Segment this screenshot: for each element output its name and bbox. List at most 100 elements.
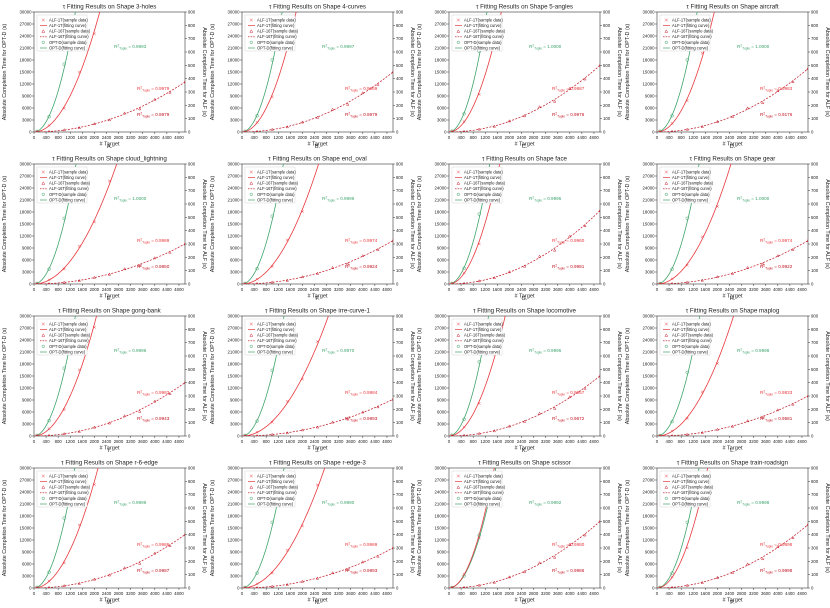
x-tick-label: 2800 bbox=[736, 439, 746, 444]
x-tick-label: 3200 bbox=[333, 287, 343, 292]
alf16t-sample-point bbox=[670, 129, 673, 132]
x-tick-label: 3600 bbox=[553, 287, 563, 292]
alf16t-sample-point bbox=[168, 250, 172, 254]
x-tick-label: 3600 bbox=[553, 591, 563, 596]
x-tick-label: 0 bbox=[448, 287, 451, 292]
alf16t-sample-point bbox=[360, 91, 364, 95]
y-right-tick-label: 400 bbox=[811, 380, 819, 385]
y-left-tick-label: 12000 bbox=[642, 82, 655, 87]
alf16t-sample-point bbox=[583, 224, 587, 227]
legend-label: ALF-1T(fitting curve) bbox=[257, 175, 295, 180]
legend-box bbox=[451, 318, 503, 356]
optd-sample-point bbox=[242, 433, 247, 436]
alf16t-sample-point bbox=[153, 551, 157, 555]
y-right-tick-label: 700 bbox=[603, 36, 611, 41]
y-left-tick-label: 0 bbox=[444, 586, 447, 591]
y-right-tick-label: 600 bbox=[396, 506, 404, 511]
legend: ALF-1T(sample data)ALF-1T(fitting curve)… bbox=[451, 166, 506, 204]
y-left-tick-label: 27000 bbox=[227, 478, 240, 483]
alf16t-sample-point bbox=[700, 278, 704, 282]
legend-box bbox=[659, 166, 710, 204]
legend-marker bbox=[41, 496, 45, 500]
y-left-tick-label: 21000 bbox=[20, 502, 33, 507]
alf16t-sample-point bbox=[658, 434, 661, 436]
panel-caption: J. bbox=[315, 448, 320, 454]
alf16t-sample-point bbox=[168, 90, 172, 94]
alf16t-sample-point bbox=[477, 279, 481, 283]
y-left-tick-label: 21000 bbox=[642, 502, 655, 507]
legend-label: ALF-16T(fitting curve) bbox=[49, 34, 89, 39]
y-right-tick-label: 300 bbox=[603, 90, 611, 95]
alf16t-fitting-curve bbox=[656, 68, 808, 132]
x-tick-label: 1600 bbox=[78, 287, 88, 292]
legend-marker bbox=[456, 496, 460, 500]
y-right-axis-label: Absolute Completion Time for ALF (s) bbox=[201, 179, 207, 269]
chart-title: τ Fitting Results on Shape aircraft bbox=[686, 4, 778, 11]
x-tick-label: 2000 bbox=[297, 439, 307, 444]
alf16t-sample-point bbox=[658, 282, 661, 284]
optd-sample-point bbox=[35, 585, 39, 588]
y-right-tick-label: 500 bbox=[396, 63, 404, 68]
legend-label: OPT-D(fitting curve) bbox=[672, 45, 709, 50]
y-left-tick-label: 12000 bbox=[20, 82, 33, 87]
y-left-tick-label: 3000 bbox=[437, 118, 447, 123]
optd-sample-point bbox=[669, 419, 674, 424]
y-left-tick-label: 21000 bbox=[20, 46, 33, 51]
y-left-tick-label: 18000 bbox=[227, 210, 240, 215]
x-axis-label: # Target bbox=[307, 446, 328, 452]
panel-caption: G. bbox=[522, 296, 528, 302]
y-right-tick-label: 800 bbox=[188, 327, 196, 332]
legend-box bbox=[244, 14, 295, 52]
y-left-tick-label: 18000 bbox=[642, 514, 655, 519]
r2-annotation: R2Tuple = 0.9995 bbox=[529, 347, 562, 354]
y-left-axis-label: Absolute Completion Time for OPT-D (s) bbox=[210, 328, 216, 425]
x-tick-label: 400 bbox=[250, 439, 258, 444]
x-tick-label: 800 bbox=[677, 439, 685, 444]
alf16t-sample-point bbox=[285, 278, 289, 282]
alf16t-sample-point bbox=[583, 77, 587, 81]
y-left-axis-label: Absolute Completion Time for OPT-D (s) bbox=[417, 176, 423, 273]
x-tick-label: 400 bbox=[665, 439, 673, 444]
y-right-tick-label: 900 bbox=[603, 314, 611, 319]
legend-box bbox=[36, 470, 88, 508]
y-left-tick-label: 9000 bbox=[229, 550, 239, 555]
alf1t-sample-point bbox=[108, 179, 111, 183]
alf16t-sample-point bbox=[36, 282, 38, 284]
legend-marker bbox=[41, 29, 46, 33]
alf16t-sample-point bbox=[255, 433, 258, 436]
y-left-tick-label: 21000 bbox=[435, 350, 448, 355]
y-right-tick-label: 900 bbox=[811, 162, 819, 167]
y-left-tick-label: 18000 bbox=[642, 362, 655, 367]
x-tick-label: 3200 bbox=[126, 591, 136, 596]
alf1t-sample-point bbox=[685, 263, 689, 267]
x-tick-label: 2000 bbox=[505, 287, 515, 292]
legend-label: ALF-16T(sample data) bbox=[464, 485, 506, 490]
legend-marker bbox=[41, 344, 45, 348]
chart-title: τ Fitting Results on Shape maplog bbox=[685, 308, 779, 315]
alf16t-sample-point bbox=[270, 280, 274, 284]
chart-title: τ Fitting Results on Shape r-6-edge bbox=[61, 460, 158, 467]
x-tick-label: 2000 bbox=[712, 287, 722, 292]
alf16t-sample-point bbox=[47, 129, 51, 132]
x-tick-label: 0 bbox=[655, 287, 658, 292]
x-tick-label: 4400 bbox=[162, 591, 172, 596]
legend-marker bbox=[664, 192, 668, 196]
y-right-tick-label: 100 bbox=[188, 572, 196, 577]
alf16t-sample-point bbox=[775, 408, 779, 412]
y-right-tick-label: 500 bbox=[188, 519, 196, 524]
legend-label: ALF-16T(sample data) bbox=[672, 333, 714, 338]
y-left-tick-label: 6000 bbox=[22, 562, 32, 567]
x-tick-label: 2400 bbox=[517, 287, 527, 292]
y-right-tick-label: 400 bbox=[188, 76, 196, 81]
y-left-tick-label: 15000 bbox=[642, 70, 655, 75]
x-tick-label: 2800 bbox=[529, 591, 539, 596]
r2-annotation: R2Tuple = 0.9974 bbox=[760, 237, 793, 244]
alf16t-fitting-curve bbox=[241, 71, 393, 132]
x-tick-label: 2800 bbox=[529, 135, 539, 140]
r2-annotation: R2Tuple = 0.9981 bbox=[552, 263, 585, 270]
r2-annotation: R2Tuple = 1.0000 bbox=[114, 195, 147, 202]
alf1t-sample-point bbox=[315, 340, 319, 344]
alf1t-sample-point bbox=[477, 536, 481, 540]
alf16t-sample-point bbox=[568, 86, 572, 90]
y-right-tick-label: 500 bbox=[396, 367, 404, 372]
